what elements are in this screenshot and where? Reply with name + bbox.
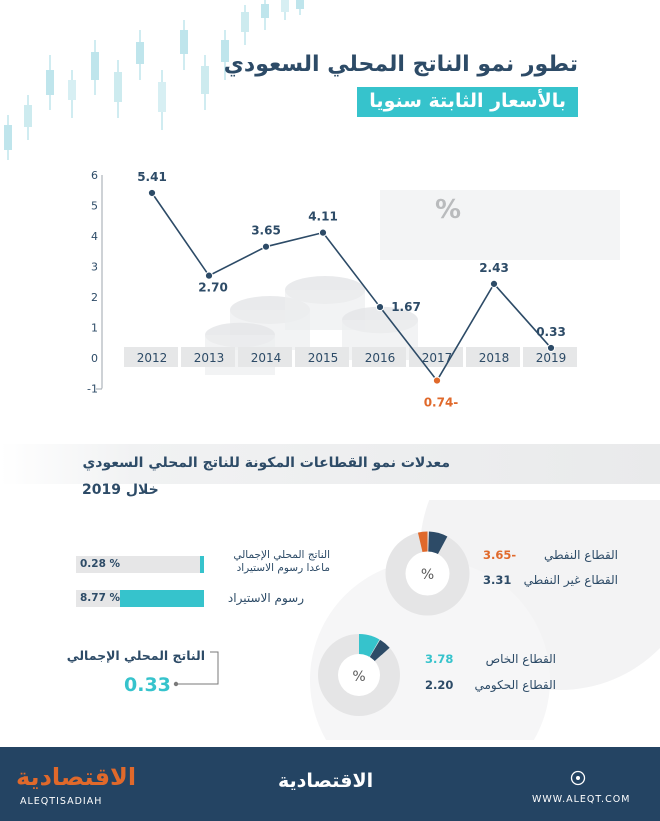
private-sector-label: القطاع الخاص (485, 652, 556, 666)
import-duties-label: رسوم الاستيراد (227, 591, 304, 605)
x-category-box (352, 347, 406, 367)
data-label: 2.70 (198, 281, 228, 295)
y-tick-label: 1 (91, 322, 98, 335)
page-title: تطور نمو الناتج المحلي السعودي (223, 52, 578, 77)
footer (0, 747, 660, 821)
y-tick-label: 6 (91, 169, 98, 182)
y-tick-label: 4 (91, 230, 98, 243)
paper-decoration (380, 190, 620, 260)
gdp-ex-import-bar-track (76, 556, 204, 573)
data-point (375, 302, 385, 312)
gdp-ex-import-value: 0.28 % (80, 558, 121, 570)
candlestick-decoration (4, 0, 304, 160)
x-category-box (523, 347, 577, 367)
gdp-line-chart-svg: % 6 5 4 3 2 1 0 -1 2012 2013 2014 2015 2016 2017 2018 20… (87, 169, 620, 410)
data-point (432, 376, 442, 385)
data-point (489, 279, 499, 288)
private-sector-donut: % (318, 634, 400, 716)
series-line (151, 192, 552, 382)
x-tick-label: 2018 (479, 351, 510, 365)
data-label: 5.41 (137, 170, 167, 184)
gdp-total-label: الناتج المحلي الإجمالي (66, 648, 205, 663)
y-tick-label: 5 (91, 200, 98, 213)
x-category-box (124, 347, 178, 367)
data-label: 0.74- (424, 396, 459, 410)
data-label: 4.11 (308, 210, 338, 224)
gdp-growth-chart: % 6 5 4 3 2 1 0 -1 2012 2013 2014 2015 2016 2017 2018 20… (80, 160, 620, 420)
x-tick-label: 2017 (422, 351, 453, 365)
gdp-ex-import-label-line1: الناتج المحلي الإجمالي (233, 549, 330, 561)
nonoil-sector-value: 3.31 (483, 573, 512, 587)
y-tick-label: -1 (87, 383, 98, 396)
sectors-title: معدلات نمو القطاعات المكونة للناتج المحل… (82, 455, 450, 471)
y-tick-label: 3 (91, 261, 98, 274)
x-category-box (181, 347, 235, 367)
import-duties-bar-fill (119, 590, 204, 607)
page-subtitle: بالأسعار الثابتة سنويا (357, 87, 578, 117)
footer-handle: ALEQTISADIAH (20, 796, 103, 807)
data-point (546, 343, 556, 353)
y-tick-label: 0 (91, 352, 98, 365)
x-tick-label: 2013 (194, 351, 225, 365)
footer-logo-center: الاقتصادية (278, 770, 374, 792)
data-point (318, 228, 328, 237)
oil-sector-donut: % (385, 531, 470, 616)
data-label: 0.33 (536, 325, 566, 339)
gov-sector-label: القطاع الحكومي (474, 678, 556, 692)
data-point (261, 242, 271, 251)
x-category-box (295, 347, 349, 367)
website-icon (570, 770, 586, 786)
y-tick-label: 2 (91, 291, 98, 304)
gdp-ex-import-label: الناتج المحلي الإجمالي ماعدا رسوم الاستي… (233, 549, 330, 575)
data-label: 2.43 (479, 261, 509, 275)
data-point (147, 188, 157, 198)
footer-logo-left: الاقتصادية (16, 763, 137, 791)
gdp-total-value: 0.33 (124, 674, 171, 696)
nonoil-sector-label: القطاع غير النفطي (523, 573, 618, 587)
oil-sector-value: 3.65- (483, 548, 517, 562)
gdp-ex-import-bar-fill (199, 556, 204, 573)
gov-sector-value: 2.20 (425, 678, 454, 692)
x-category-box (238, 347, 292, 367)
x-tick-label: 2016 (365, 351, 396, 365)
sectors-subtitle: خلال 2019 (82, 482, 159, 498)
import-duties-value: 8.77 % (80, 592, 121, 604)
data-point (204, 271, 214, 280)
data-label: 3.65 (251, 224, 281, 238)
x-tick-label: 2014 (251, 351, 282, 365)
data-label: 1.67 (391, 300, 421, 314)
private-sector-value: 3.78 (425, 652, 454, 666)
x-tick-label: 2019 (536, 351, 567, 365)
x-tick-label: 2015 (308, 351, 339, 365)
gdp-bracket (173, 651, 219, 687)
footer-website[interactable]: WWW.ALEQT.COM (532, 794, 631, 805)
x-category-box (466, 347, 520, 367)
x-tick-label: 2012 (137, 351, 168, 365)
donut-percent-symbol: % (352, 669, 365, 685)
oil-sector-label: القطاع النفطي (543, 548, 618, 562)
percent-decoration: % (435, 195, 461, 225)
donut-percent-symbol: % (421, 567, 434, 583)
gdp-ex-import-label-line2: ماعدا رسوم الاستيراد (236, 562, 330, 574)
section-band (0, 444, 660, 484)
